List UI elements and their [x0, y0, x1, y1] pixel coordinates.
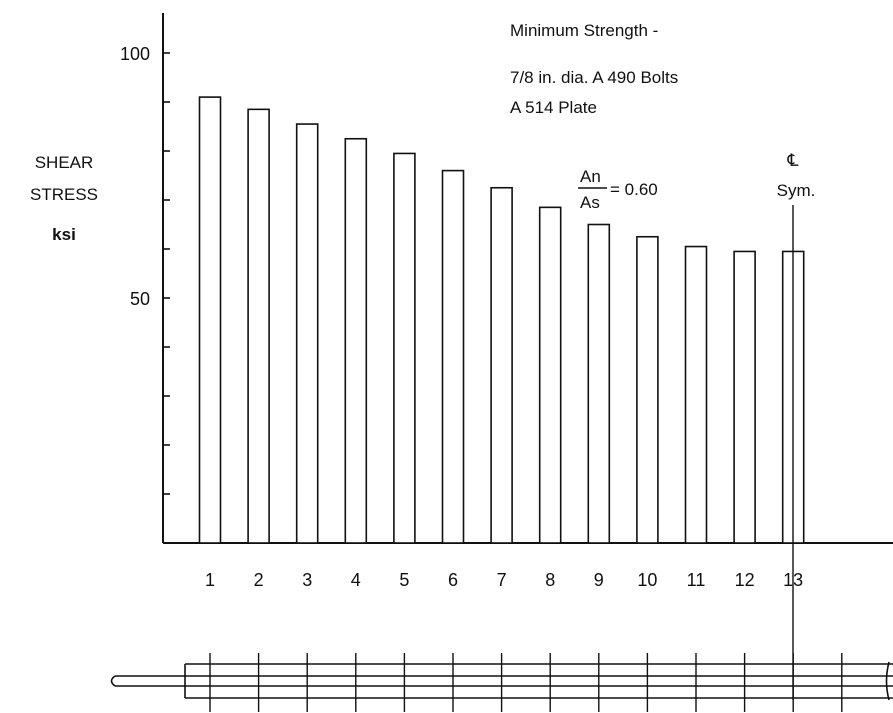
bolt-lines: [209, 653, 843, 712]
bar-5: [393, 152, 416, 544]
break-line-right: [885, 661, 890, 701]
bar-1: [198, 96, 222, 544]
ratio-value: = 0.60: [610, 180, 658, 199]
bar-8: [538, 206, 562, 544]
ratio-denominator: As: [580, 193, 600, 212]
bar-7: [490, 186, 513, 544]
y-axis-label-line2: STRESS: [30, 185, 98, 204]
ratio-numerator: An: [580, 167, 601, 186]
break-line-left: [110, 675, 116, 687]
bar-2: [247, 108, 270, 544]
bar-4: [344, 137, 368, 544]
centerline-label: Sym.: [777, 181, 816, 200]
x-tick-label-11: 11: [687, 570, 706, 590]
annotation-title-line2: 7/8 in. dia. A 490 Bolts: [510, 68, 678, 87]
x-tick-label-3: 3: [302, 570, 312, 590]
bolted-joint-schematic: [110, 653, 893, 712]
x-tick-label-4: 4: [351, 570, 361, 590]
x-tick-label-12: 12: [735, 570, 755, 590]
annotation-title-line3: A 514 Plate: [510, 98, 597, 117]
bar-3: [295, 123, 319, 544]
x-tick-label-5: 5: [399, 570, 409, 590]
x-tick-label-8: 8: [545, 570, 555, 590]
x-tick-label-10: 10: [637, 570, 657, 590]
x-tick-label-6: 6: [448, 570, 458, 590]
x-tick-label-7: 7: [497, 570, 507, 590]
y-axis-ticks: [163, 52, 170, 495]
y-tick-label-100: 100: [120, 44, 150, 64]
bars: [198, 96, 805, 544]
centerline-symbol: ℄: [787, 151, 799, 170]
annotation-title-line1: Minimum Strength -: [510, 21, 658, 40]
bar-10: [636, 235, 659, 544]
x-tick-label-1: 1: [205, 570, 215, 590]
x-tick-label-2: 2: [254, 570, 264, 590]
bar-6: [441, 169, 465, 544]
y-axis-label-line1: SHEAR: [35, 153, 94, 172]
x-tick-label-9: 9: [594, 570, 604, 590]
y-tick-label-50: 50: [130, 289, 150, 309]
bar-11: [684, 245, 708, 544]
y-axis-label-line3: ksi: [52, 225, 76, 244]
x-tick-labels: 1 2 3 4 5 6 7 8 9 10 11 12 13: [205, 570, 803, 590]
bar-12: [733, 250, 756, 544]
bar-9: [587, 223, 611, 544]
